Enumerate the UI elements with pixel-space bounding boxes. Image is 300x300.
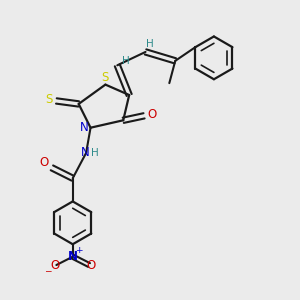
Text: H: H <box>91 148 98 158</box>
Text: N: N <box>81 146 90 160</box>
Text: N: N <box>68 250 78 263</box>
Text: S: S <box>102 71 109 84</box>
Text: H: H <box>146 39 154 49</box>
Text: O: O <box>148 108 157 121</box>
Text: +: + <box>75 246 82 255</box>
Text: −: − <box>44 266 52 275</box>
Text: H: H <box>122 56 130 66</box>
Text: S: S <box>45 93 52 106</box>
Text: O: O <box>40 156 49 169</box>
Text: O: O <box>86 259 95 272</box>
Text: O: O <box>50 259 59 272</box>
Text: N: N <box>80 121 88 134</box>
